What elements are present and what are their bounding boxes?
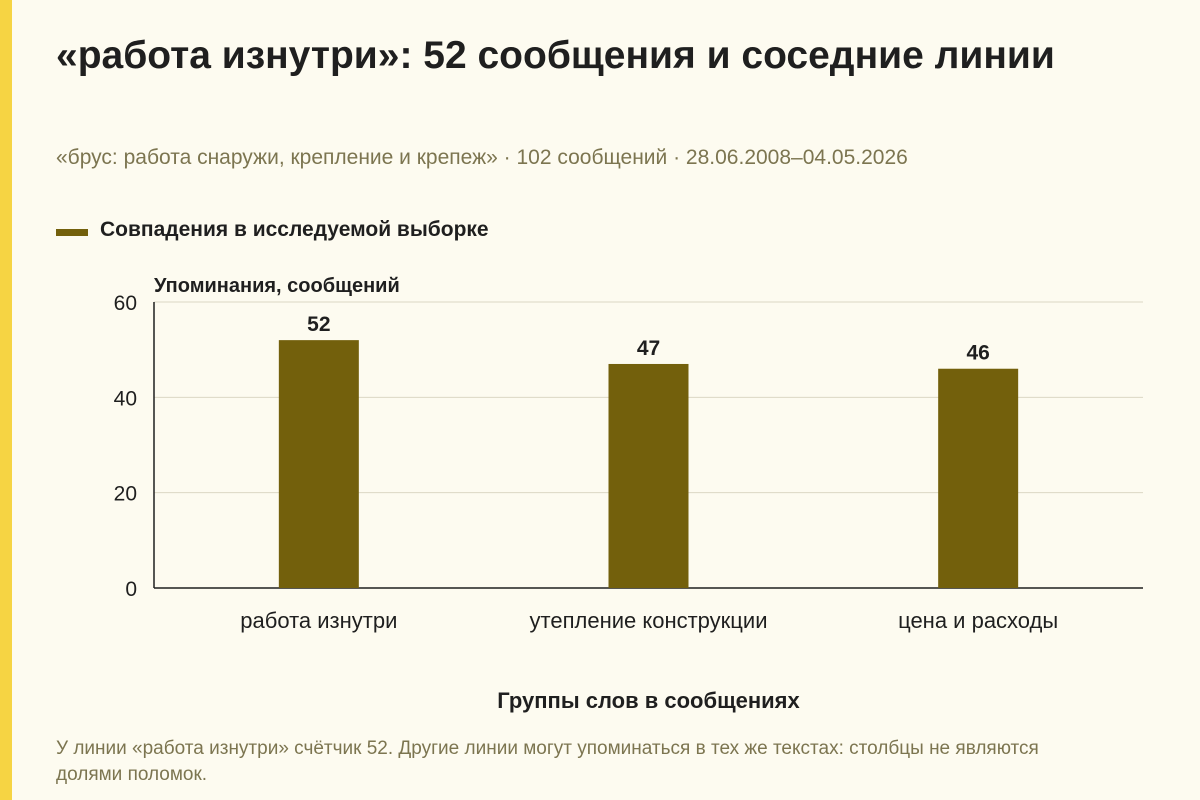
x-tick-label: утепление конструкции [530,608,768,633]
chart-subtitle: «брус: работа снаружи, крепление и крепе… [56,146,908,169]
legend-swatch [56,228,88,236]
bar-chart: 0 20 40 60 Упоминания, сообщений 52 работа изн… [114,275,1143,713]
y-tick-label: 0 [125,578,137,601]
bar [278,340,359,588]
x-tick-label: работа изнутри [240,608,397,633]
legend-label: Совпадения в исследуемой выборке [100,218,489,241]
bar [608,363,689,588]
bar [938,368,1019,588]
accent-bar [0,0,12,800]
x-tick-label: цена и расходы [898,608,1058,633]
y-tick-label: 60 [114,292,137,315]
data-label: 47 [637,337,660,360]
x-axis-label: Группы слов в сообщениях [497,688,800,713]
legend: Совпадения в исследуемой выборке [56,218,489,242]
data-label: 52 [307,313,330,336]
data-label: 46 [966,342,989,365]
chart-title: «работа изнутри»: 52 сообщения и соседни… [56,34,1055,77]
y-tick-label: 20 [114,483,137,506]
footnote: У линии «работа изнутри» счётчик 52. Дру… [56,738,1039,785]
y-axis-label: Упоминания, сообщений [154,275,400,297]
y-tick-label: 40 [114,387,137,410]
